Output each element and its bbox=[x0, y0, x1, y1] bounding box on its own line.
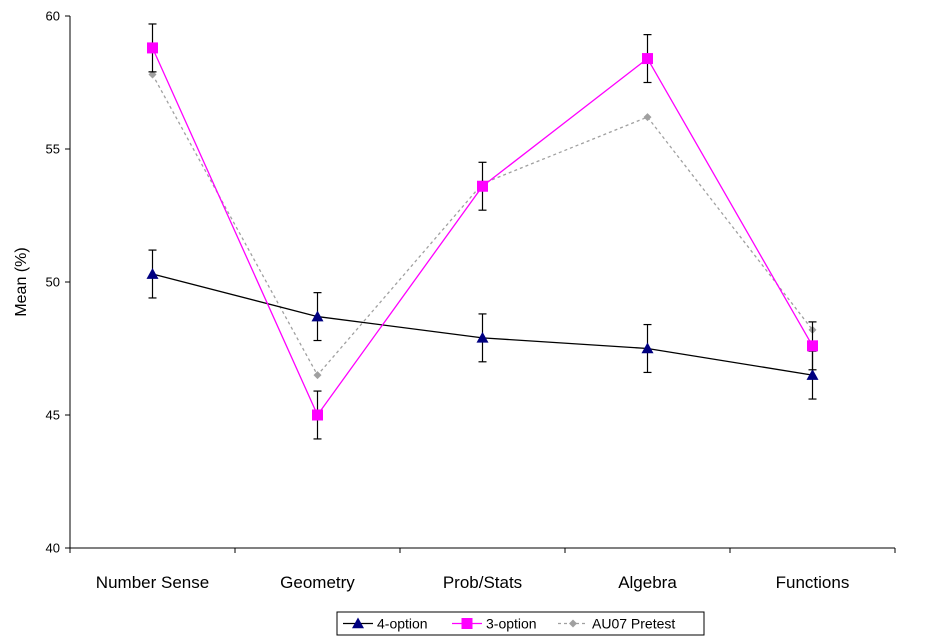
x-tick-label: Number Sense bbox=[96, 573, 209, 592]
x-tick-label: Functions bbox=[776, 573, 850, 592]
data-point bbox=[148, 70, 157, 79]
x-tick-label: Algebra bbox=[618, 573, 677, 592]
data-point bbox=[806, 369, 819, 380]
data-point bbox=[147, 42, 158, 54]
legend-box bbox=[336, 611, 705, 636]
series-3-option bbox=[147, 23, 818, 440]
legend: 4-option 3-option AU07 Pretest bbox=[336, 611, 705, 636]
data-point bbox=[476, 331, 489, 343]
y-tick-label: 55 bbox=[46, 142, 60, 157]
data-point bbox=[311, 310, 324, 322]
data-point bbox=[312, 409, 323, 421]
data-point bbox=[313, 371, 322, 380]
legend-item-3-option: 3-option bbox=[452, 616, 537, 632]
legend-label: 4-option bbox=[377, 616, 428, 632]
y-tick-label: 40 bbox=[46, 541, 60, 556]
x-tick-label: Geometry bbox=[280, 573, 355, 592]
x-tick-label: Prob/Stats bbox=[443, 573, 522, 592]
legend-label: AU07 Pretest bbox=[592, 616, 675, 632]
y-tick-label: 45 bbox=[46, 408, 60, 423]
chart-axes bbox=[69, 16, 895, 549]
y-axis-title: Mean (%) bbox=[13, 247, 30, 316]
legend-marker bbox=[569, 619, 577, 628]
data-point bbox=[146, 268, 159, 279]
data-point bbox=[641, 342, 654, 354]
legend-item-au07-pretest: AU07 Pretest bbox=[558, 616, 675, 632]
data-point bbox=[642, 53, 653, 65]
y-tick-label: 60 bbox=[46, 9, 60, 24]
series-layer bbox=[146, 23, 819, 440]
x-axis-ticks: Number Sense Geometry Prob/Stats Algebra Fun… bbox=[69, 548, 896, 592]
data-point bbox=[807, 340, 818, 352]
series-4-option bbox=[146, 249, 819, 400]
y-axis-ticks: 40 45 50 55 60 bbox=[46, 9, 70, 556]
legend-label: 3-option bbox=[486, 616, 537, 632]
data-point bbox=[477, 180, 488, 192]
legend-item-4-option: 4-option bbox=[343, 616, 428, 632]
y-tick-label: 50 bbox=[46, 275, 60, 290]
legend-marker bbox=[352, 617, 364, 629]
data-point bbox=[643, 113, 652, 122]
legend-marker bbox=[461, 618, 473, 629]
